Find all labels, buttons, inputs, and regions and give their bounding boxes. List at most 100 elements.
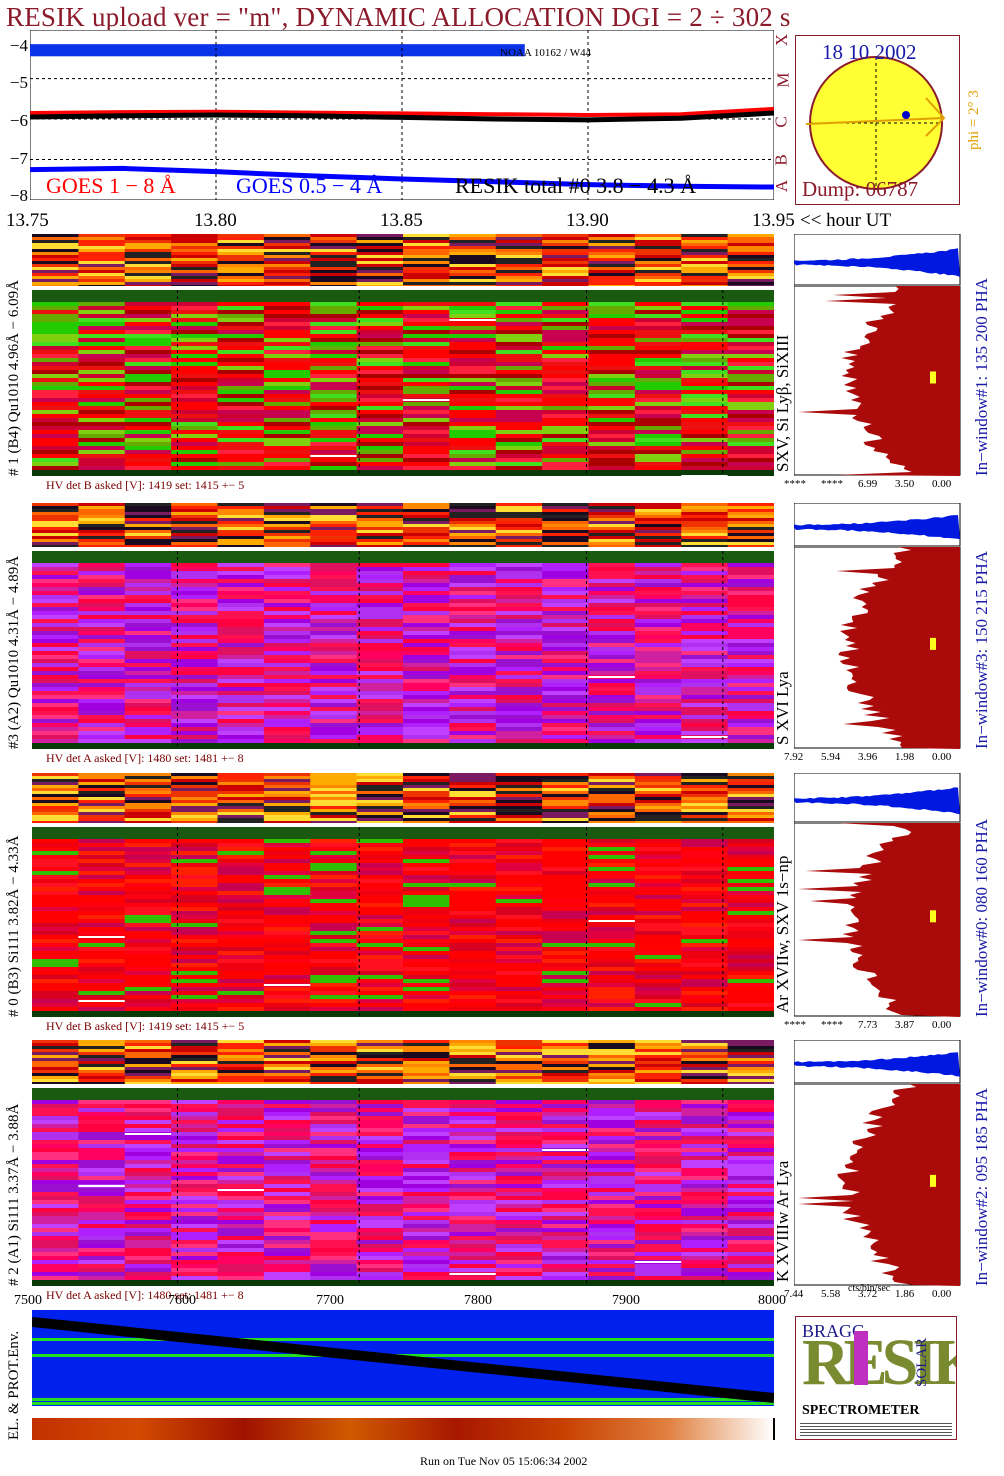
spectrum-cell (78, 261, 126, 264)
spectrum-cell (171, 563, 219, 567)
spectrum-cell (681, 267, 729, 270)
spectrum-cell (78, 899, 126, 903)
spectrum-cell (263, 290, 312, 294)
spectrum-cell (681, 559, 729, 563)
spectrum-cell (78, 931, 126, 935)
spectrum-cell (681, 530, 729, 533)
spectrum-cell (542, 515, 590, 518)
spectrum-cell (78, 334, 126, 338)
spectrum-cell (542, 1073, 590, 1076)
spectrum-cell (32, 322, 80, 326)
spectrum-cell (32, 1003, 80, 1007)
spectrum-cell (263, 446, 312, 450)
spectrum-cell (356, 306, 404, 310)
spectrum-cell (542, 536, 590, 539)
spectrum-cell (495, 302, 544, 306)
spectrum-cell (124, 575, 173, 579)
spectrum-cell (588, 785, 636, 788)
spectrum-cell (495, 434, 544, 438)
spectrum-cell (727, 791, 774, 794)
spectrum-cell (449, 683, 497, 687)
spectrum-cell (356, 462, 404, 466)
spectrum-highlight (310, 455, 357, 457)
spectrum-cell (403, 474, 451, 476)
spectrum-cell (32, 855, 80, 859)
spectrum-cell (356, 575, 404, 579)
spectrum-cell (495, 426, 544, 430)
spectrum-cell (727, 466, 774, 470)
spectrum-cell (124, 1276, 173, 1280)
sun-panel (795, 35, 960, 205)
spectrum-cell (124, 285, 173, 286)
spectrum-cell (32, 338, 80, 342)
spectrum-cell (171, 1082, 219, 1084)
spectrum-cell (124, 470, 173, 474)
spectrum-cell (263, 512, 312, 515)
spectrum-cell (542, 1260, 590, 1264)
spectrum-cell (681, 1132, 729, 1136)
spectrum-cell (727, 943, 774, 947)
spectrum-cell (681, 1040, 729, 1043)
spectrum-cell (32, 430, 80, 434)
channel-header-strip (32, 1040, 774, 1084)
spectrum-cell (263, 855, 312, 859)
spectrum-cell (32, 1076, 80, 1079)
spectrum-cell (32, 551, 80, 555)
spectrum-cell (681, 955, 729, 959)
spectrum-cell (588, 1256, 636, 1260)
spectrum-cell (495, 1244, 544, 1248)
spectrum-cell (449, 354, 497, 358)
spectrum-cell (588, 803, 636, 806)
spectrum-cell (449, 835, 497, 839)
spectrum-cell (263, 524, 312, 527)
spectrum-cell (356, 987, 404, 991)
spectrum-cell (263, 1252, 312, 1256)
spectrum-cell (356, 1220, 404, 1224)
spectrum-cell (217, 1200, 265, 1204)
spectrum-cell (449, 983, 497, 987)
spectrum-cell (403, 450, 451, 454)
spectrum-cell (217, 959, 265, 963)
spectrum-cell (263, 711, 312, 715)
spectrum-cell (495, 298, 544, 302)
spectrum-cell (727, 899, 774, 903)
spectrum-cell (403, 579, 451, 583)
spectrum-cell (542, 1058, 590, 1061)
spectrum-cell (217, 249, 265, 252)
spectrum-cell (78, 603, 126, 607)
spectrum-cell (263, 735, 312, 739)
spectrum-cell (588, 382, 636, 386)
spectrum-cell (449, 812, 497, 815)
spectrum-cell (727, 719, 774, 723)
spectrum-cell (217, 915, 265, 919)
spectrum-cell (32, 879, 80, 883)
spectrum-cell (263, 474, 312, 476)
spectrum-cell (681, 1268, 729, 1272)
spectrum-cell (634, 1144, 683, 1148)
spectrum-cell (171, 1096, 219, 1100)
spectrum-cell (356, 1144, 404, 1148)
spectrum-cell (681, 615, 729, 619)
spectrum-cell (588, 326, 636, 330)
spectrum-cell (449, 1082, 497, 1084)
spectrum-cell (263, 246, 312, 249)
spectrum-cell (634, 1136, 683, 1140)
spectrum-cell (124, 915, 173, 919)
spectrum-cell (495, 273, 544, 276)
spectrum-cell (124, 474, 173, 476)
spectrum-cell (171, 591, 219, 595)
spectrum-cell (634, 747, 683, 749)
spectrum-cell (681, 815, 729, 818)
spectrum-cell (32, 370, 80, 374)
spectrum-cell (403, 237, 451, 240)
spectrum-cell (356, 1046, 404, 1049)
spectrum-cell (356, 243, 404, 246)
spectrum-cell (495, 895, 544, 899)
spectrum-cell (32, 731, 80, 735)
spectrum-cell (588, 927, 636, 931)
spectrum-cell (356, 1073, 404, 1076)
spectrum-cell (356, 859, 404, 863)
spectrum-cell (356, 871, 404, 875)
spectrum-cell (217, 1070, 265, 1073)
spectrum-cell (681, 1100, 729, 1104)
